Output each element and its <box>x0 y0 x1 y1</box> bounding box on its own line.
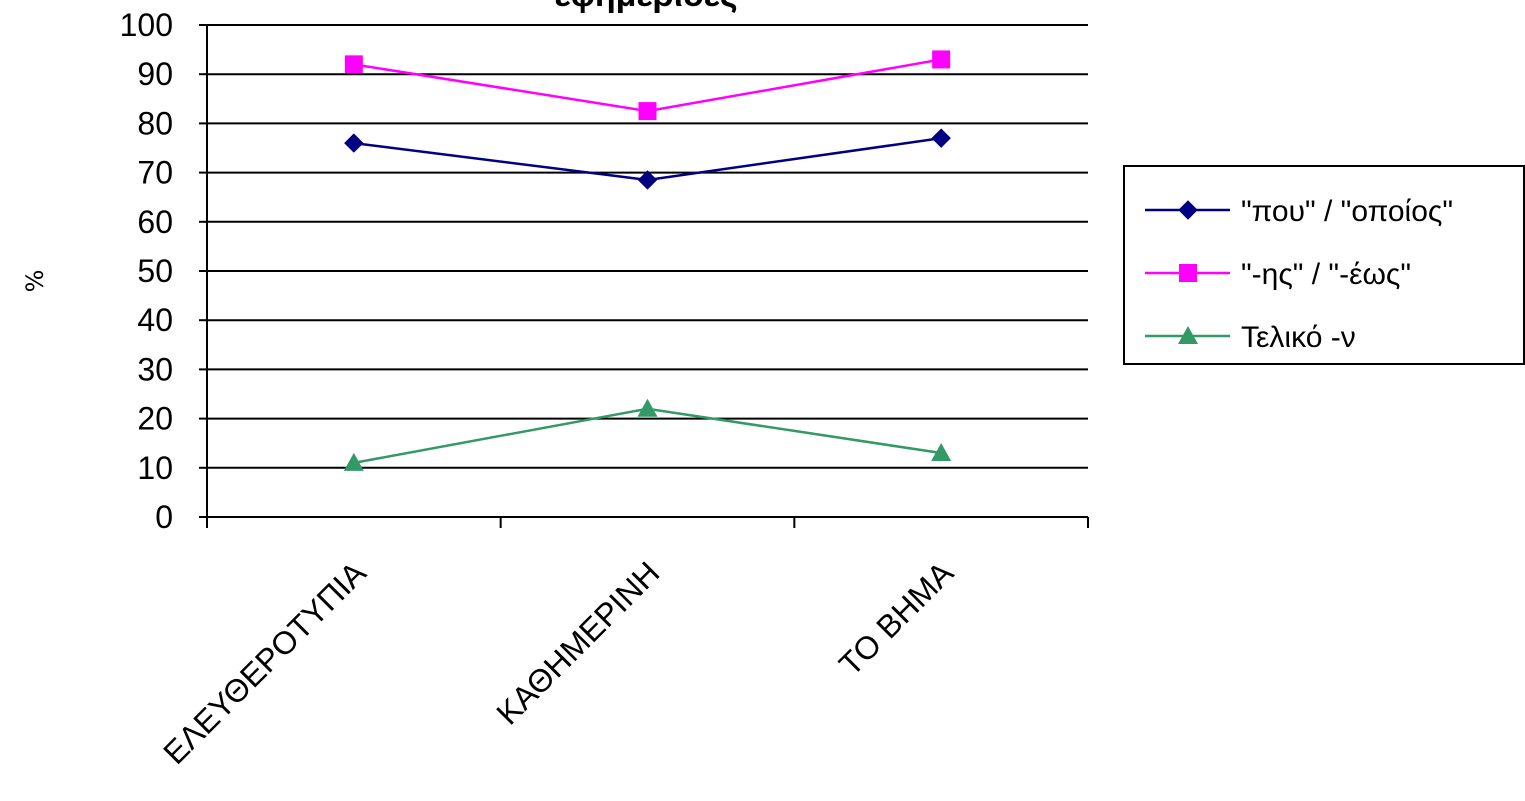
legend-label: "που" / "οποίος" <box>1241 195 1453 228</box>
series-0 <box>344 128 951 190</box>
y-tick-label: 40 <box>137 302 173 338</box>
data-point <box>637 398 658 417</box>
series-line <box>353 407 942 465</box>
data-point <box>932 50 951 69</box>
data-point <box>343 452 364 471</box>
legend-item: "που" / "οποίος" <box>1145 195 1453 228</box>
y-tick-label: 80 <box>137 105 173 141</box>
data-point <box>931 443 952 462</box>
series-layer <box>343 50 952 471</box>
gridlines <box>199 24 1088 518</box>
y-tick-label: 0 <box>155 499 173 535</box>
legend-label: Τελικό -ν <box>1241 321 1356 354</box>
legend-label: "-ης" / "-έως" <box>1241 258 1411 291</box>
y-tick-label: 90 <box>137 56 173 92</box>
x-tick-label: ΚΑΘΗΜΕΡΙΝΗ <box>489 554 666 731</box>
y-tick-label: 60 <box>137 204 173 240</box>
axes <box>206 25 1089 528</box>
chart-title: εφημερίδες <box>554 0 737 14</box>
series-1 <box>344 50 951 121</box>
data-point <box>931 128 951 148</box>
y-tick-label: 50 <box>137 253 173 289</box>
y-tick-label: 20 <box>137 401 173 437</box>
y-tick-label: 30 <box>137 351 173 387</box>
y-tick-label: 100 <box>120 7 173 43</box>
legend: "που" / "οποίος" "-ης" / "-έως" Τελικό -ν <box>1123 165 1525 365</box>
legend-item: Τελικό -ν <box>1145 321 1356 354</box>
y-tick-label: 70 <box>137 155 173 191</box>
data-point <box>637 170 658 190</box>
legend-marker <box>1179 264 1197 282</box>
data-point <box>344 133 364 153</box>
y-axis-label: % <box>21 270 49 293</box>
legend-item: "-ης" / "-έως" <box>1145 258 1411 291</box>
y-tick-label: 10 <box>137 450 173 486</box>
y-tick-labels: 0 10 20 30 40 50 60 70 80 90 100 <box>120 7 173 535</box>
data-point <box>344 55 363 74</box>
legend-marker <box>1178 326 1198 344</box>
series-2 <box>343 398 952 471</box>
x-tick-label: ΕΛΕΥΘΕΡΟΤΥΠΙΑ <box>156 554 373 771</box>
x-tick-label: ΤΟ ΒΗΜΑ <box>832 554 961 683</box>
data-point <box>638 102 657 121</box>
x-tick-labels: ΕΛΕΥΘΕΡΟΤΥΠΙΑ ΚΑΘΗΜΕΡΙΝΗ ΤΟ ΒΗΜΑ <box>156 554 960 771</box>
legend-marker <box>1178 200 1198 220</box>
